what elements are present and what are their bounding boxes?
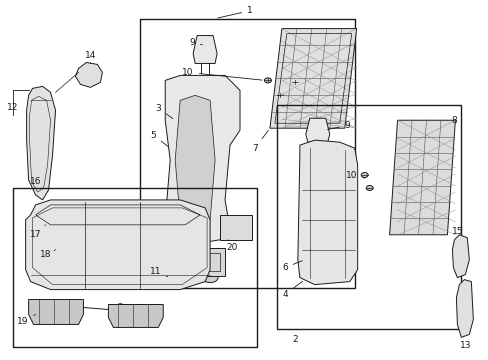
Polygon shape (269, 28, 356, 128)
Text: 14: 14 (84, 51, 96, 63)
Text: 16: 16 (30, 177, 41, 186)
Polygon shape (25, 200, 210, 289)
Polygon shape (389, 120, 454, 235)
Text: 8: 8 (450, 116, 456, 125)
Bar (175, 253, 220, 271)
Text: 3: 3 (155, 104, 173, 119)
Text: 9: 9 (327, 121, 350, 130)
Text: 19: 19 (17, 315, 36, 326)
Ellipse shape (361, 172, 367, 177)
Ellipse shape (202, 273, 218, 283)
Text: 12: 12 (7, 103, 19, 112)
Bar (276, 105, 461, 329)
Text: 10: 10 (345, 171, 364, 180)
Polygon shape (75, 62, 102, 87)
Text: 13: 13 (459, 341, 470, 350)
Text: 1: 1 (217, 6, 252, 18)
Ellipse shape (228, 221, 243, 233)
Text: 4: 4 (282, 281, 302, 299)
Circle shape (223, 218, 226, 222)
Polygon shape (26, 86, 56, 200)
Text: 11: 11 (149, 267, 167, 276)
Ellipse shape (177, 273, 193, 283)
Polygon shape (193, 36, 217, 63)
Polygon shape (29, 300, 83, 324)
Text: 20: 20 (226, 240, 237, 252)
Text: 2: 2 (291, 335, 297, 344)
Text: 17: 17 (30, 225, 45, 239)
Polygon shape (108, 305, 163, 328)
Bar (140, 19, 354, 288)
Circle shape (243, 231, 246, 235)
Text: 6: 6 (282, 261, 302, 272)
Ellipse shape (366, 185, 372, 190)
Circle shape (243, 218, 246, 222)
Text: 5: 5 (150, 131, 168, 147)
Text: 15: 15 (451, 227, 462, 236)
Circle shape (116, 303, 124, 311)
Ellipse shape (291, 80, 298, 85)
Polygon shape (451, 235, 468, 278)
Bar (13, 188, 256, 347)
Polygon shape (297, 140, 357, 285)
Polygon shape (455, 280, 472, 337)
Ellipse shape (264, 78, 271, 83)
Text: 9: 9 (189, 38, 202, 47)
Text: 18: 18 (40, 250, 56, 259)
Text: 10: 10 (182, 68, 262, 80)
Text: 7: 7 (252, 130, 268, 153)
Circle shape (223, 231, 226, 235)
Polygon shape (175, 95, 215, 230)
Ellipse shape (318, 253, 326, 262)
Bar (220, 215, 251, 240)
Polygon shape (305, 118, 329, 142)
Bar (170, 248, 224, 276)
Polygon shape (165, 75, 240, 245)
Ellipse shape (276, 93, 283, 98)
Circle shape (66, 303, 74, 311)
